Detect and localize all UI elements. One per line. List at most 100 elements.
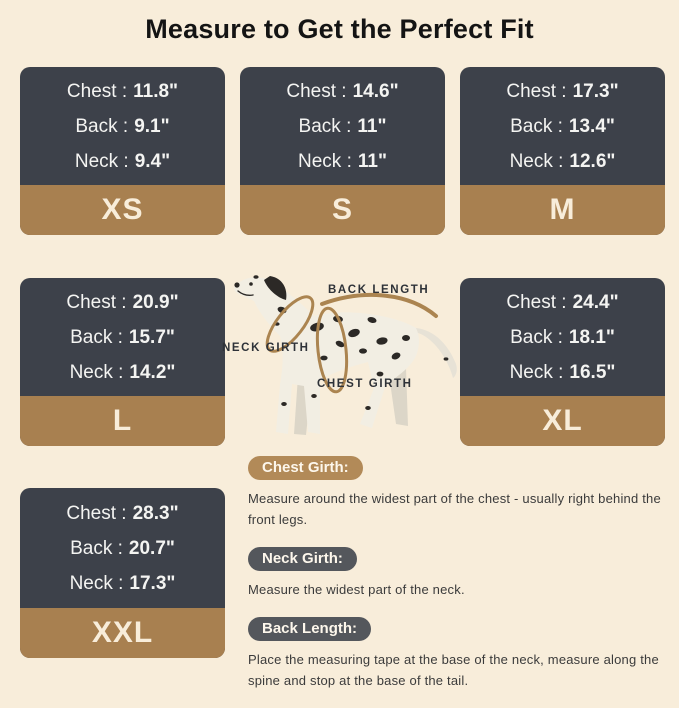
size-label: XS <box>101 193 144 226</box>
measurement-value: 13.4" <box>568 115 615 137</box>
measurement-label: Chest : <box>506 292 567 314</box>
measurement-value: 9.4" <box>134 150 171 172</box>
measurement-row: Back :13.4" <box>460 116 665 138</box>
size-card: Chest :14.6" Back :11" Neck :11" S <box>240 67 445 235</box>
dalmatian-dog-illustration <box>234 275 457 435</box>
measurement-value: 11.8" <box>133 81 179 103</box>
size-card-measurements: Chest :28.3" Back :20.7" Neck :17.3" <box>20 488 225 608</box>
guide-section: Neck Girth: Measure the widest part of t… <box>248 547 674 600</box>
measurement-label: Neck : <box>69 573 124 595</box>
guide-heading-pill: Neck Girth: <box>248 547 357 572</box>
size-card: Chest :11.8" Back :9.1" Neck :9.4" XS <box>20 67 225 235</box>
measurement-value: 12.6" <box>569 150 616 172</box>
measurement-row: Chest :20.9" <box>20 292 225 314</box>
size-label: L <box>112 404 133 437</box>
size-card-measurements: Chest :14.6" Back :11" Neck :11" <box>240 67 445 185</box>
measurement-label: Back : <box>510 115 563 137</box>
measurement-row: Back :11" <box>240 116 445 138</box>
measurement-row: Chest :14.6" <box>240 81 445 103</box>
back-length-tape <box>320 293 438 318</box>
measurement-label: Neck : <box>509 361 564 383</box>
guide-heading-pill: Back Length: <box>248 617 372 642</box>
size-card-footer: XXL <box>20 608 225 658</box>
measurement-label: Neck : <box>69 361 124 383</box>
guide-heading-pill: Chest Girth: <box>248 456 363 480</box>
measurement-row: Chest :28.3" <box>20 503 225 525</box>
measurement-row: Neck :11" <box>240 151 445 173</box>
size-label: XXL <box>91 616 154 649</box>
guide-section: Back Length: Place the measuring tape at… <box>248 617 674 691</box>
measurement-label: Chest : <box>506 81 567 103</box>
page-title: Measure to Get the Perfect Fit <box>145 14 534 44</box>
guide-description: Measure the widest part of the neck. <box>248 582 465 598</box>
measurement-row: Neck :9.4" <box>20 151 225 173</box>
size-label: M <box>549 193 576 226</box>
dog-tail <box>412 328 457 378</box>
measurement-label: Neck : <box>509 150 564 172</box>
dog-measurement-diagram: BACK LENGTH NECK GIRTH CHEST GIRTH <box>220 256 470 456</box>
measurement-label: Back : <box>70 326 123 348</box>
size-card-footer: L <box>20 396 225 446</box>
size-card-measurements: Chest :20.9" Back :15.7" Neck :14.2" <box>20 278 225 396</box>
measurement-label: Neck : <box>74 150 129 172</box>
measurement-label: Back : <box>510 326 563 348</box>
measurement-value: 24.4" <box>572 292 619 314</box>
measurement-value: 20.7" <box>128 537 175 559</box>
measurement-value: 14.2" <box>129 361 176 383</box>
measurement-value: 17.3" <box>129 573 176 595</box>
size-card-footer: S <box>240 185 445 235</box>
measurement-label: Back : <box>70 537 123 559</box>
size-card: Chest :20.9" Back :15.7" Neck :14.2" L <box>20 278 225 446</box>
size-card-measurements: Chest :11.8" Back :9.1" Neck :9.4" <box>20 67 225 185</box>
measurement-value: 14.6" <box>352 81 399 103</box>
measurement-label: Chest : <box>286 81 347 103</box>
measurement-value: 17.3" <box>572 81 619 103</box>
measurement-value: 15.7" <box>128 326 175 348</box>
measurement-row: Chest :17.3" <box>460 81 665 103</box>
measurement-row: Neck :14.2" <box>20 362 225 384</box>
size-card-footer: XL <box>460 396 665 446</box>
measurement-label: Chest : <box>66 81 128 103</box>
measurement-label: Back : <box>298 115 352 137</box>
size-card-measurements: Chest :17.3" Back :13.4" Neck :12.6" <box>460 67 665 185</box>
measurement-value: 28.3" <box>132 502 179 524</box>
guide-description: Place the measuring tape at the base of … <box>248 652 659 689</box>
size-card: Chest :28.3" Back :20.7" Neck :17.3" XXL <box>20 488 225 658</box>
back-length-label: BACK LENGTH <box>328 284 430 296</box>
size-card-footer: XS <box>20 185 225 235</box>
measurement-row: Neck :16.5" <box>460 362 665 384</box>
measurement-row: Chest :24.4" <box>460 292 665 314</box>
size-card: Chest :24.4" Back :18.1" Neck :16.5" XL <box>460 278 665 446</box>
size-card-footer: M <box>460 185 665 235</box>
measurement-value: 20.9" <box>132 292 179 314</box>
guide-description: Measure around the widest part of the ch… <box>248 491 661 528</box>
chest-girth-label: CHEST GIRTH <box>317 378 413 390</box>
measurement-row: Neck :12.6" <box>460 151 665 173</box>
measurement-row: Chest :11.8" <box>20 81 225 103</box>
neck-girth-label: NECK GIRTH <box>222 342 310 354</box>
measurement-value: 11" <box>357 115 387 137</box>
size-label: S <box>331 193 353 226</box>
measurement-row: Back :20.7" <box>20 538 225 560</box>
guide-section: Chest Girth: Measure around the widest p… <box>248 456 674 530</box>
neck-girth-tape <box>265 295 315 353</box>
measurement-label: Back : <box>75 115 129 137</box>
dog-spots <box>253 275 449 410</box>
measuring-guide: Chest Girth: Measure around the widest p… <box>248 456 674 708</box>
size-label: XL <box>542 404 583 437</box>
measurement-row: Back :9.1" <box>20 116 225 138</box>
measurement-row: Back :18.1" <box>460 327 665 349</box>
dog-ear <box>264 276 287 300</box>
chest-girth-tape <box>315 306 349 394</box>
measurement-label: Chest : <box>66 292 127 314</box>
measurement-row: Neck :17.3" <box>20 573 225 595</box>
measurement-value: 9.1" <box>134 115 170 137</box>
measurement-value: 18.1" <box>568 326 615 348</box>
size-card: Chest :17.3" Back :13.4" Neck :12.6" M <box>460 67 665 235</box>
measurement-label: Neck : <box>298 150 352 172</box>
measurement-value: 16.5" <box>569 361 616 383</box>
measurement-label: Chest : <box>66 502 127 524</box>
measurement-value: 11" <box>357 150 387 172</box>
measurement-row: Back :15.7" <box>20 327 225 349</box>
size-card-measurements: Chest :24.4" Back :18.1" Neck :16.5" <box>460 278 665 396</box>
